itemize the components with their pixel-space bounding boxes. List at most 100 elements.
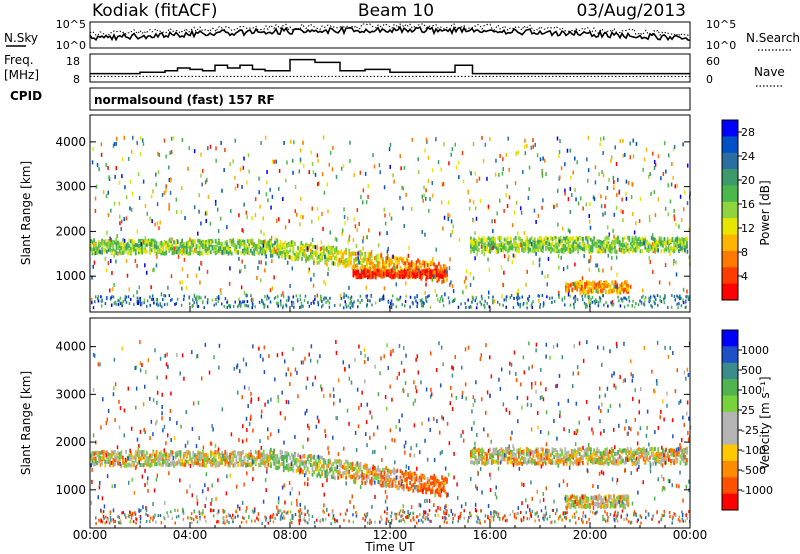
scatter-cell [337,459,339,464]
scatter-cell [154,222,156,227]
scatter-cell [210,240,212,245]
scatter-cell [121,304,124,308]
scatter-cell [361,298,363,302]
scatter-cell [200,240,203,245]
scatter-cell [261,249,263,254]
scatter-cell [329,460,331,465]
scatter-cell [104,463,107,468]
scatter-cell [349,296,352,300]
scatter-cell [488,267,491,272]
scatter-cell [198,296,200,300]
scatter-cell [327,271,329,276]
scatter-cell [254,460,257,465]
scatter-cell [100,295,102,299]
scatter-cell [370,294,373,298]
scatter-cell [556,136,559,141]
scatter-cell [670,305,673,309]
scatter-cell [325,296,327,300]
scatter-cell [224,240,227,245]
scatter-cell [289,466,291,471]
scatter-cell [181,241,183,246]
scatter-cell [94,243,97,248]
scatter-cell [359,261,362,266]
scatter-cell [311,237,314,242]
scatter-cell [360,195,362,200]
scatter-cell [423,476,426,481]
scatter-cell [607,247,610,252]
scatter-cell [182,451,185,456]
scatter-cell [149,462,151,467]
scatter-cell [286,260,289,265]
scatter-cell [274,239,277,244]
scatter-cell [211,460,214,465]
scatter-cell [234,186,237,191]
scatter-cell [130,456,132,461]
scatter-cell [473,246,475,251]
scatter-cell [378,163,381,168]
scatter-cell [612,175,615,180]
scatter-cell [131,462,134,467]
scatter-cell [429,270,432,275]
scatter-cell [618,299,620,303]
nsky-tick-bottom-right: 10^0 [706,39,736,52]
scatter-cell [343,214,346,219]
scatter-cell [532,138,534,143]
scatter-cell [370,275,372,280]
scatter-cell [682,142,684,147]
scatter-cell [251,241,254,246]
scatter-cell [175,250,178,255]
scatter-cell [144,456,147,461]
scatter-cell [267,198,269,203]
scatter-cell [474,450,477,455]
scatter-cell [367,184,369,189]
scatter-cell [437,297,439,302]
scatter-cell [110,303,113,307]
scatter-cell [426,476,429,481]
scatter-cell [200,451,203,456]
scatter-cell [394,266,397,271]
nsearch-label: N.Search [746,31,800,45]
scatter-cell [152,245,155,250]
scatter-cell [243,247,246,252]
scatter-cell [107,244,110,249]
scatter-cell [198,209,200,214]
scatter-cell [671,236,674,241]
scatter-cell [158,461,161,466]
scatter-cell [556,203,558,208]
scatter-cell [624,280,626,285]
scatter-cell [439,266,442,271]
scatter-cell [189,247,191,252]
scatter-cell [318,463,320,468]
scatter-cell [198,250,201,255]
scatter-cell [305,247,307,252]
scatter-cell [621,287,623,292]
scatter-cell [622,284,625,289]
scatter-cell [418,260,421,265]
scatter-cell [194,247,196,252]
scatter-cell [93,462,95,467]
scatter-cell [639,249,642,254]
scatter-cell [435,247,437,252]
scatter-cell [206,456,209,461]
scatter-cell [292,158,294,163]
scatter-cell [321,246,323,251]
scatter-cell [366,466,368,471]
scatter-cell [426,275,428,280]
scatter-cell [130,207,133,212]
scatter-cell [496,300,499,304]
scatter-cell [149,216,151,221]
scatter-cell [470,239,472,244]
scatter-cell [482,159,485,164]
scatter-cell [447,200,450,205]
scatter-cell [150,248,153,253]
scatter-cell [669,251,671,256]
scatter-cell [168,244,171,249]
scatter-cell [411,269,414,274]
scatter-cell [261,454,263,459]
scatter-cell [622,153,624,158]
scatter-cell [538,245,541,250]
scatter-cell [525,236,528,241]
scatter-cell [186,250,188,255]
scatter-cell [322,466,325,471]
scatter-cell [276,458,279,463]
